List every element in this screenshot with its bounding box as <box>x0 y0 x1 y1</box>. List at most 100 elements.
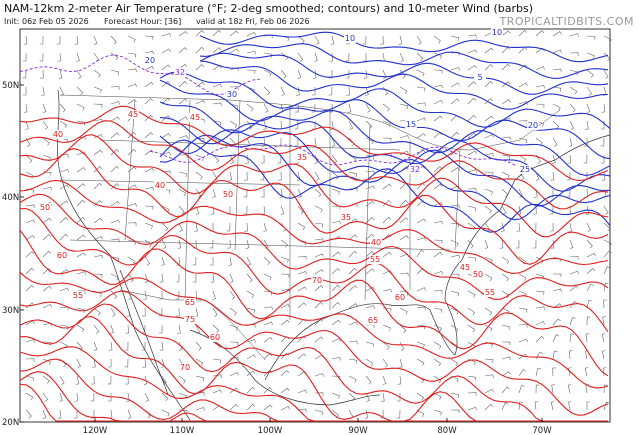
wind-barb <box>566 188 571 198</box>
longitude-label: 90W <box>348 426 368 435</box>
wind-barb <box>450 204 460 209</box>
wind-barb <box>42 234 52 241</box>
warm-contour <box>19 105 609 182</box>
wind-barb <box>416 392 425 401</box>
wind-barb <box>246 273 253 283</box>
wind-barb <box>566 171 571 181</box>
wind-barb <box>110 324 114 334</box>
warm-contour <box>19 120 609 210</box>
wind-barb <box>416 149 426 156</box>
wind-barb <box>603 401 610 411</box>
contour-label-bg <box>184 315 196 324</box>
wind-barb <box>433 52 442 59</box>
contour-label-bg <box>189 113 201 122</box>
wind-barb <box>246 403 256 411</box>
wind-barb <box>59 169 69 173</box>
wind-barb <box>161 256 165 266</box>
contour-label: 25 <box>520 165 530 174</box>
wind-barb <box>586 299 593 309</box>
wind-barb <box>416 218 426 224</box>
warm-contour <box>19 229 609 377</box>
wind-barb <box>229 103 239 110</box>
wind-barb <box>263 120 267 130</box>
wind-barb <box>42 186 52 191</box>
wind-barb <box>450 392 460 399</box>
contour-label: 50 <box>40 203 50 212</box>
wind-barb <box>416 86 426 92</box>
wind-barb <box>314 336 324 343</box>
contour-label: 40 <box>155 181 165 190</box>
wind-barb <box>124 341 129 351</box>
wind-barb <box>161 392 169 402</box>
wind-barb <box>396 393 401 402</box>
wind-barb <box>280 406 290 411</box>
wind-barb <box>263 256 271 266</box>
contour-label-bg <box>226 90 238 99</box>
wind-barb <box>450 290 460 297</box>
wind-barb <box>280 288 290 293</box>
wind-barb <box>229 120 238 129</box>
wind-barb <box>246 50 256 55</box>
contour-label-bg <box>52 130 64 139</box>
wind-barb <box>549 189 554 198</box>
wind-barb <box>365 268 375 275</box>
wind-barb <box>484 374 494 378</box>
wind-barb <box>568 222 572 232</box>
contour-label: 35 <box>341 213 351 222</box>
wind-barb <box>551 384 555 394</box>
wind-barb <box>501 188 509 198</box>
wind-barb <box>297 188 303 198</box>
wind-barb <box>535 320 545 326</box>
wind-barb <box>278 171 282 181</box>
wind-barb <box>227 239 231 249</box>
wind-barb <box>73 409 78 419</box>
contours <box>19 31 611 422</box>
wind-barb <box>127 52 137 58</box>
wind-barb <box>567 384 572 394</box>
contour-label-bg <box>394 293 406 302</box>
contour-label: 60 <box>210 333 220 342</box>
wind-barb <box>25 154 33 164</box>
wind-barb <box>518 29 528 37</box>
wind-barb <box>450 273 460 278</box>
contour-label-bg <box>519 165 531 174</box>
wind-barb <box>501 256 510 265</box>
wind-barb <box>124 358 129 368</box>
wind-barb <box>314 35 320 45</box>
wind-barb <box>552 350 558 360</box>
wind-barb <box>433 202 443 207</box>
wind-barb <box>365 185 375 190</box>
wind-barb <box>345 69 350 79</box>
contour-label-bg <box>409 165 421 174</box>
wind-barb <box>144 256 151 266</box>
contour-label: 5 <box>477 73 482 82</box>
wind-barb <box>175 273 180 283</box>
longitude-label: 80W <box>437 426 457 435</box>
contour-label-bg <box>72 291 84 300</box>
contour-label-bg <box>367 316 379 325</box>
wind-barb <box>280 256 289 263</box>
contour-label-bg <box>472 270 484 279</box>
wind-barb <box>382 358 389 368</box>
wind-barb <box>76 199 86 207</box>
wind-barb <box>346 86 350 96</box>
wind-barb <box>348 358 358 364</box>
wind-barb <box>228 171 233 181</box>
wind-barb <box>467 65 477 71</box>
wind-barb <box>397 375 402 385</box>
wind-barb <box>178 80 188 88</box>
wind-barb <box>535 84 545 89</box>
wind-barb <box>125 324 129 334</box>
wind-barb <box>484 205 492 214</box>
wind-barb <box>501 99 511 105</box>
wind-barb <box>261 137 266 147</box>
wind-barb <box>467 81 477 88</box>
warm-contour <box>19 134 609 238</box>
wind-barb <box>499 239 504 249</box>
wind-barb <box>535 290 545 296</box>
wind-barb <box>314 171 320 181</box>
wind-barb <box>568 367 572 377</box>
wind-barb <box>569 103 576 113</box>
wind-barb <box>314 269 324 275</box>
wind-barb <box>93 217 103 224</box>
